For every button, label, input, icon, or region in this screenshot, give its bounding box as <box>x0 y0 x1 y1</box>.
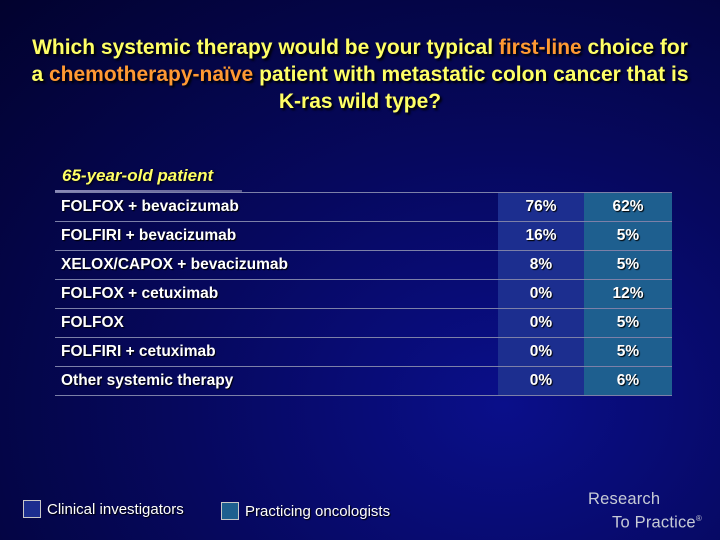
title-part-3: patient with metastatic colon cancer tha… <box>253 63 689 113</box>
title-highlight-chemo-naive: chemotherapy-naïve <box>48 63 254 86</box>
table-row: XELOX/CAPOX + bevacizumab 8% 5% <box>55 250 672 280</box>
legend-item-investigators: Clinical investigators <box>23 500 184 518</box>
subtitle-underline <box>55 190 242 192</box>
therapy-label: FOLFOX + bevacizumab <box>55 192 498 222</box>
logo-line-2: To Practice® <box>588 509 716 533</box>
results-table: FOLFOX + bevacizumab 76% 62% FOLFIRI + b… <box>55 192 672 396</box>
table-row: FOLFIRI + bevacizumab 16% 5% <box>55 221 672 251</box>
slide-title: Which systemic therapy would be your typ… <box>30 34 690 115</box>
legend-item-oncologists: Practicing oncologists <box>221 502 390 520</box>
investigators-value: 0% <box>498 366 584 396</box>
oncologists-value: 62% <box>584 192 672 222</box>
legend-swatch-investigators <box>23 500 41 518</box>
therapy-label: FOLFOX <box>55 308 498 338</box>
investigators-value: 76% <box>498 192 584 222</box>
research-to-practice-logo: Research To Practice® <box>588 490 716 533</box>
oncologists-value: 5% <box>584 308 672 338</box>
table-row: FOLFOX + cetuximab 0% 12% <box>55 279 672 309</box>
oncologists-value: 5% <box>584 250 672 280</box>
oncologists-value: 12% <box>584 279 672 309</box>
logo-line-1: Research <box>588 490 661 508</box>
investigators-value: 0% <box>498 337 584 367</box>
title-part-2: choice for a <box>31 36 688 86</box>
title-part-1: Which systemic therapy would be your typ… <box>32 36 499 59</box>
legend-swatch-oncologists <box>221 502 239 520</box>
table-row: FOLFOX + bevacizumab 76% 62% <box>55 192 672 222</box>
title-highlight-first-line: first-line <box>498 36 582 59</box>
investigators-value: 8% <box>498 250 584 280</box>
therapy-label: FOLFOX + cetuximab <box>55 279 498 309</box>
legend-label-oncologists: Practicing oncologists <box>245 502 391 520</box>
therapy-label: FOLFIRI + bevacizumab <box>55 221 498 251</box>
therapy-label: XELOX/CAPOX + bevacizumab <box>55 250 498 280</box>
therapy-label: FOLFIRI + cetuximab <box>55 337 498 367</box>
therapy-label: Other systemic therapy <box>55 366 498 396</box>
investigators-value: 0% <box>498 308 584 338</box>
oncologists-value: 5% <box>584 221 672 251</box>
table-row: FOLFIRI + cetuximab 0% 5% <box>55 337 672 367</box>
investigators-value: 0% <box>498 279 584 309</box>
oncologists-value: 6% <box>584 366 672 396</box>
investigators-value: 16% <box>498 221 584 251</box>
oncologists-value: 5% <box>584 337 672 367</box>
patient-subtitle: 65-year-old patient <box>62 166 214 185</box>
registered-mark: ® <box>695 514 702 523</box>
legend-label-investigators: Clinical investigators <box>47 500 184 518</box>
logo-line-2-text: To Practice <box>612 513 696 532</box>
table-row: Other systemic therapy 0% 6% <box>55 366 672 396</box>
table-row: FOLFOX 0% 5% <box>55 308 672 338</box>
